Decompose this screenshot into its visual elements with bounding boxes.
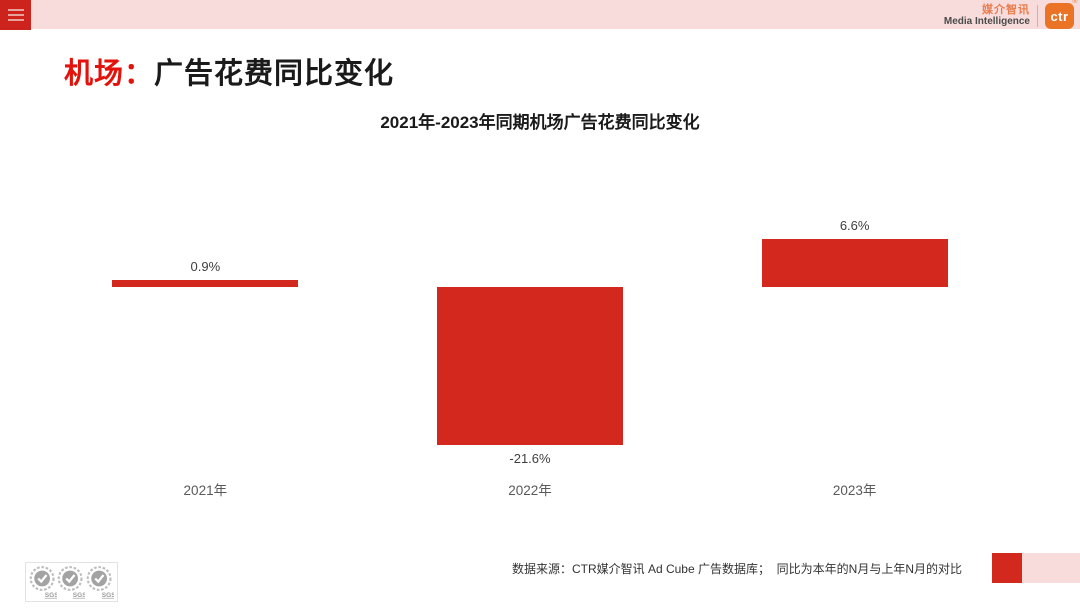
chart-title: 2021年-2023年同期机场广告花费同比变化 (380, 113, 700, 132)
sgs-certification-box: SGS SGS SGS (25, 562, 118, 602)
data-source-note: 数据来源：CTR媒介智讯 Ad Cube 广告数据库； 同比为本年的N月与上年N… (511, 562, 962, 576)
page-title-highlight: 机场： (64, 58, 155, 90)
category-label-2023年: 2023年 (832, 483, 877, 498)
top-strip (0, 0, 1080, 29)
svg-text:SGS: SGS (102, 592, 114, 599)
registered-trademark-icon: ® (1072, 0, 1078, 5)
ctr-logo-text: ctr (1050, 8, 1069, 24)
category-label-2022年: 2022年 (508, 483, 552, 498)
bar-chart: 0.9% 2021年 -21.6% 2022年 6.6% 2023年 (43, 150, 1017, 510)
value-label-2023年: 6.6% (839, 218, 870, 233)
svg-text:SGS: SGS (73, 592, 85, 599)
category-label-2021年: 2021年 (183, 483, 228, 498)
brand-name-en: Media Intelligence (943, 15, 1030, 27)
menu-button[interactable] (0, 0, 31, 30)
page-title-rest: 广告花费同比变化 (154, 58, 395, 90)
sgs-logo-icon: SGS (58, 566, 85, 599)
page-title: 机场：广告花费同比变化 (64, 50, 394, 92)
ctr-logo: ctr ® (1045, 0, 1078, 29)
value-label-2021年: 0.9% (190, 259, 221, 274)
brand-text: 媒介智讯 Media Intelligence (943, 3, 1030, 27)
hamburger-icon (7, 9, 24, 11)
brand-block: 媒介智讯 Media Intelligence ctr ® (943, 0, 1078, 30)
value-label-2022年: -21.6% (509, 451, 551, 466)
brand-name-cn: 媒介智讯 (982, 3, 1030, 16)
bar-2021年 (112, 280, 299, 287)
svg-text:SGS: SGS (45, 592, 57, 599)
bar-2023年 (761, 239, 948, 287)
legend-swatch-pink (1022, 553, 1080, 583)
sgs-logo-icon: SGS (86, 566, 114, 599)
brand-divider (1037, 5, 1038, 27)
bar-2022年 (437, 287, 623, 445)
sgs-logo-icon: SGS (29, 566, 57, 599)
legend-swatch-red (992, 553, 1022, 583)
